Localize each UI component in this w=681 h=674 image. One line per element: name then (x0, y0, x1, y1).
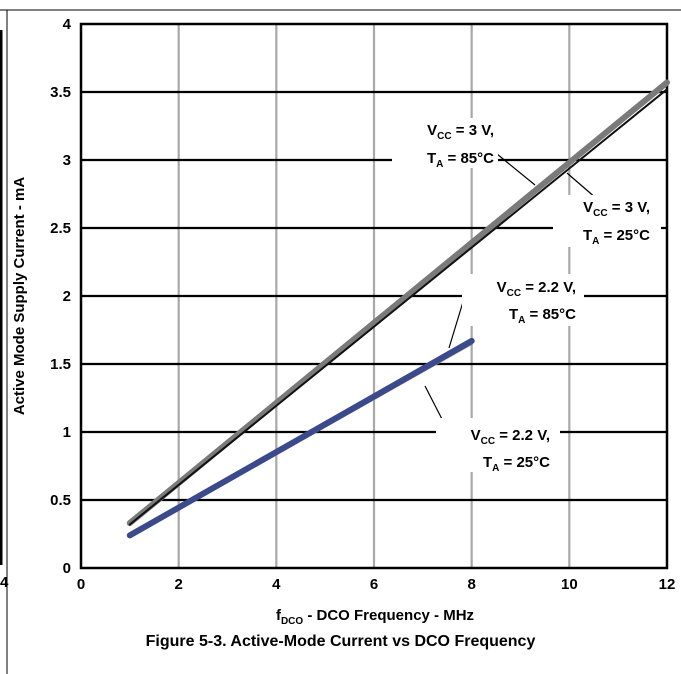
svg-text:TA = 85°C: TA = 85°C (509, 306, 576, 326)
leader-3v-85c (496, 153, 536, 186)
series-line-3 (126, 337, 475, 539)
y-tick-label: 4 (63, 16, 72, 33)
x-tick-label: 8 (467, 576, 475, 593)
plot-border (79, 22, 669, 570)
y-tick-label: 1.5 (50, 356, 71, 373)
x-tick-label: 2 (174, 576, 182, 593)
plot-frame (79, 22, 669, 570)
y-tick-label: 1 (63, 424, 71, 441)
y-tick-label: 3.5 (50, 84, 71, 101)
svg-text:VCC = 3 V,: VCC = 3 V, (583, 199, 650, 219)
x-tick-label: 6 (370, 576, 378, 593)
svg-text:VCC = 3 V,: VCC = 3 V, (427, 122, 494, 142)
svg-text:TA = 25°C: TA = 25°C (583, 227, 650, 247)
x-tick-labels: 0 2 4 6 8 10 12 (77, 576, 676, 593)
x-axis-title: fDCO - DCO Frequency - MHz (276, 607, 474, 627)
y-tick-label: 2.5 (50, 220, 71, 237)
y-axis-title: Active Mode Supply Current - mA (11, 177, 28, 416)
figure-caption: Figure 5-3. Active-Mode Current vs DCO F… (145, 633, 536, 650)
annotation-3v-85c: VCC = 3 V, TA = 85°C (392, 118, 498, 170)
y-tick-label: 0.5 (50, 492, 71, 509)
x-tick-label: 0 (77, 576, 85, 593)
series-line-1 (126, 79, 670, 527)
x-tick-label: 12 (659, 576, 676, 593)
series-line-2 (128, 88, 668, 526)
annotation-3v-25c: VCC = 3 V, TA = 25°C (553, 195, 661, 247)
annotation-22v-25c: VCC = 2.2 V, TA = 25°C (436, 418, 560, 474)
x-tick-label: 10 (561, 576, 578, 593)
y-tick-labels: 0 0.5 1 1.5 2 2.5 3 3.5 4 (50, 16, 72, 577)
left-margin-number: 4 (0, 574, 9, 591)
svg-text:TA = 25°C: TA = 25°C (483, 454, 550, 474)
x-tick-label: 4 (272, 576, 281, 593)
annotation-22v-85c: VCC = 2.2 V, TA = 85°C (462, 274, 584, 326)
svg-text:VCC = 2.2 V,: VCC = 2.2 V, (471, 427, 550, 447)
y-tick-label: 2 (63, 288, 71, 305)
y-tick-label: 0 (63, 560, 71, 577)
y-tick-label: 3 (63, 152, 71, 169)
series-group (126, 79, 670, 539)
leader-22v-25c (424, 385, 445, 424)
svg-text:TA = 85°C: TA = 85°C (427, 150, 494, 170)
svg-text:VCC = 2.2 V,: VCC = 2.2 V, (497, 279, 576, 299)
